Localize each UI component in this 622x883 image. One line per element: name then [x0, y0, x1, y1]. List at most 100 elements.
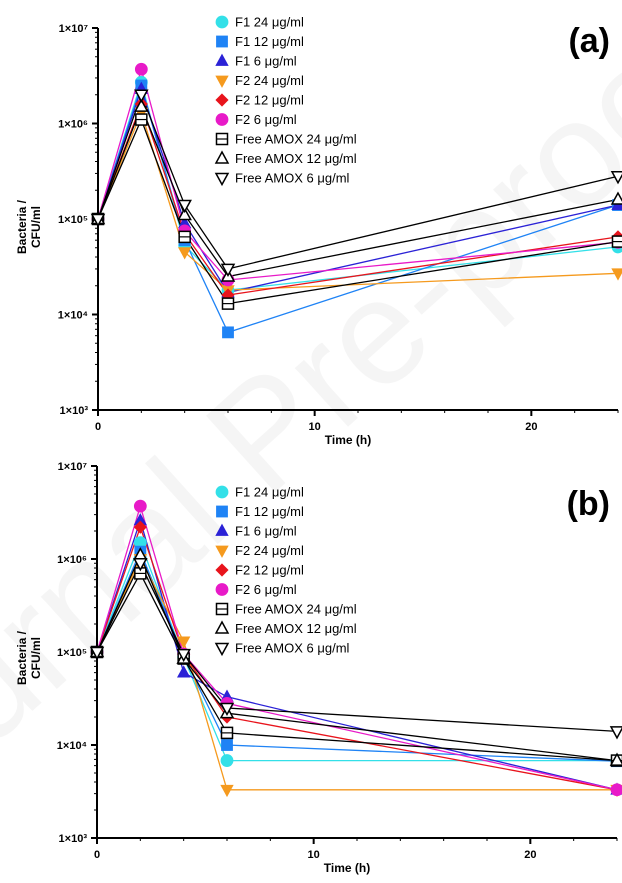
legend-marker [215, 75, 229, 88]
data-point [178, 230, 191, 244]
x-tick-label: 0 [95, 421, 101, 433]
y-tick-label: 1×10⁵ [58, 214, 88, 226]
data-point [176, 665, 191, 678]
x-tick-label: 20 [524, 849, 536, 861]
data-point [220, 263, 236, 278]
legend-marker [215, 93, 229, 107]
data-point [133, 499, 147, 513]
data-point [609, 752, 622, 766]
legend-marker [215, 523, 229, 536]
data-point [89, 646, 105, 661]
legend-label: F1 6 μg/ml [235, 54, 297, 69]
data-point [135, 113, 148, 126]
legend-label: F2 24 μg/ml [235, 73, 304, 88]
legend-label: Free AMOX 12 μg/ml [235, 151, 357, 166]
data-point [133, 520, 147, 534]
legend-label: Free AMOX 6 μg/ml [235, 641, 350, 656]
y-tick-label: 1×10⁶ [57, 554, 87, 566]
data-point [176, 636, 191, 649]
y-tick-label: 1×10⁴ [58, 310, 88, 322]
legend-label: Free AMOX 6 μg/ml [235, 171, 350, 186]
y-tick-label: 1×10⁶ [58, 119, 88, 131]
legend-marker [216, 505, 228, 518]
legend-marker [215, 113, 229, 126]
legend: F1 24 μg/ml F1 12 μg/ml F1 6 μg/ml F2 24 μg… [214, 15, 357, 187]
legend-marker [215, 132, 229, 146]
legend-label: F1 12 μg/ml [235, 504, 304, 519]
data-point [220, 726, 234, 740]
y-axis-title-line: Bacteria / [15, 630, 29, 685]
data-point [222, 326, 234, 339]
legend-label: F1 24 μg/ml [235, 485, 304, 500]
data-point [134, 62, 148, 76]
legend-marker [215, 563, 229, 577]
legend-marker [215, 545, 229, 558]
y-axis-title-line: CFU/ml [29, 206, 43, 248]
x-axis-title: Time (h) [325, 433, 371, 447]
y-tick-label: 1×10⁷ [59, 23, 89, 35]
data-point [176, 648, 191, 663]
legend-marker [215, 53, 229, 66]
data-point [177, 206, 192, 221]
data-point [220, 784, 234, 798]
y-tick-label: 1×10⁷ [58, 461, 88, 473]
data-point [177, 247, 192, 260]
y-axis-title-line: CFU/ml [29, 637, 43, 679]
series-markers [90, 62, 622, 339]
legend-marker [216, 35, 228, 48]
data-point [134, 89, 149, 103]
legend-marker [215, 485, 229, 499]
legend-label: F1 24 μg/ml [235, 15, 304, 30]
data-point [90, 213, 106, 228]
data-point [610, 783, 622, 797]
y-tick-label: 1×10⁴ [57, 740, 87, 752]
data-point [611, 268, 622, 281]
y-tick-label: 1×10⁵ [57, 647, 87, 659]
legend: F1 24 μg/ml F1 12 μg/ml F1 6 μg/ml F2 24 μg… [214, 485, 357, 657]
data-point [220, 754, 234, 767]
legend-marker [215, 15, 229, 29]
legend-label: Free AMOX 24 μg/ml [235, 602, 357, 617]
legend-marker [215, 583, 229, 596]
legend-label: F1 6 μg/ml [235, 524, 297, 539]
data-point [133, 558, 148, 572]
data-point [219, 702, 235, 717]
y-axis-title-line: Bacteria / [15, 199, 29, 254]
series-markers [89, 499, 622, 798]
y-axis-title: Bacteria /CFU/ml [15, 199, 43, 254]
legend-marker [214, 642, 230, 657]
panel-label: (b) [567, 485, 610, 523]
panel-label: (a) [568, 22, 610, 60]
legend-label: F2 12 μg/ml [235, 563, 304, 578]
legend-label: F2 6 μg/ml [235, 582, 297, 597]
y-tick-label: 1×10³ [59, 833, 88, 845]
legend-label: F2 12 μg/ml [235, 93, 304, 108]
y-axis-title: Bacteria /CFU/ml [15, 630, 43, 685]
x-tick-label: 0 [94, 849, 100, 861]
x-tick-label: 10 [308, 849, 320, 861]
data-point [610, 171, 622, 185]
x-tick-label: 20 [525, 421, 537, 433]
data-point [221, 297, 235, 310]
data-point [134, 98, 149, 112]
legend-label: Free AMOX 24 μg/ml [235, 132, 357, 147]
legend-marker [214, 620, 230, 634]
data-point [221, 739, 233, 751]
legend-label: F2 24 μg/ml [235, 543, 304, 558]
y-tick-label: 1×10³ [60, 405, 89, 417]
legend-marker [214, 172, 230, 187]
legend-label: Free AMOX 12 μg/ml [235, 621, 357, 636]
legend-marker [214, 150, 230, 164]
legend-marker [215, 602, 229, 616]
legend-label: F1 12 μg/ml [235, 34, 304, 49]
chart-panel-b: 1×10⁷ 1×10⁶ 1×10⁵ 1×10⁴ 1×10³ 0 10 20 Time (h) Ba… [15, 461, 622, 875]
x-axis-title: Time (h) [324, 861, 370, 875]
data-point [177, 199, 192, 214]
chart-panel-a: 1×10⁷ 1×10⁶ 1×10⁵ 1×10⁴ 1×10³ 0 10 20 Time (h) Ba… [15, 15, 622, 447]
data-point [609, 726, 622, 740]
data-point [611, 235, 622, 248]
legend-label: F2 6 μg/ml [235, 112, 297, 127]
data-point [610, 191, 622, 205]
x-tick-label: 10 [309, 421, 321, 433]
